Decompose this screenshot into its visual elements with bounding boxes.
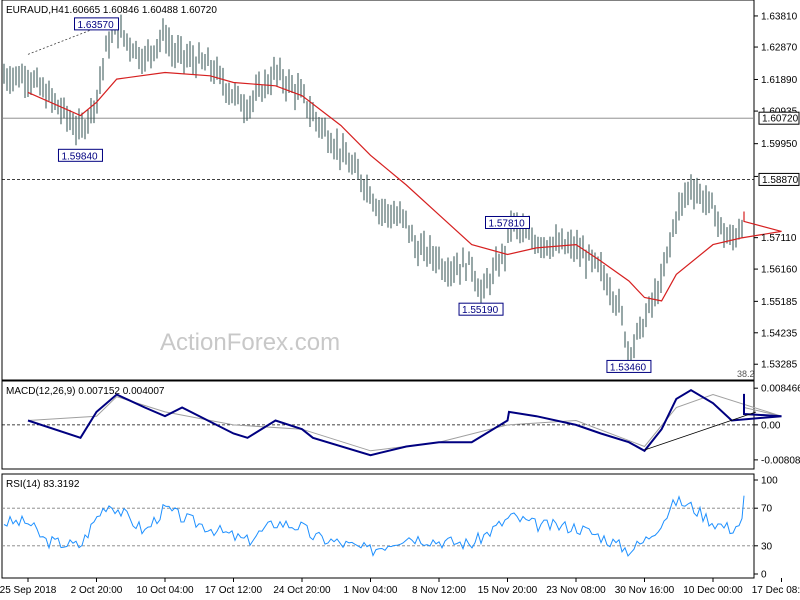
price-callout-text: 1.63570 bbox=[78, 20, 115, 31]
time-axis-label: 10 Dec 00:00 bbox=[683, 585, 743, 596]
macd-panel: MACD(12,26,9) 0.007152 0.004007 0.008466… bbox=[1, 380, 800, 470]
price-callout-box bbox=[606, 359, 652, 373]
rsi-axis-label: 0 bbox=[761, 570, 767, 581]
price-axis-label: 1.59950 bbox=[761, 139, 798, 150]
price-axis-label: 1.53285 bbox=[761, 360, 798, 371]
time-axis-label: 23 Nov 08:00 bbox=[546, 585, 606, 596]
price-callout-box bbox=[485, 215, 530, 229]
price-callout: 1.57810 bbox=[485, 215, 530, 229]
macd-series-layer bbox=[2, 389, 782, 457]
level-marker-box bbox=[758, 172, 800, 186]
fib-level-label: 38.2 bbox=[737, 369, 755, 379]
price-axis-label: 1.61890 bbox=[761, 75, 798, 86]
price-callout-text: 1.57810 bbox=[489, 218, 526, 229]
price-axis-label: 1.62870 bbox=[761, 43, 798, 54]
macd-support-trendline bbox=[644, 411, 757, 451]
moving-average-line bbox=[27, 71, 782, 302]
rsi-panel: RSI(14) 83.3192 100 70 30 0 bbox=[1, 473, 778, 581]
rsi-line bbox=[3, 495, 745, 557]
time-axis-label: 17 Oct 12:00 bbox=[205, 585, 263, 596]
time-axis-label: 2 Oct 20:00 bbox=[71, 585, 123, 596]
rsi-axis-label: 30 bbox=[761, 541, 773, 552]
price-callout: 1.55190 bbox=[458, 302, 504, 316]
macd-main-line bbox=[27, 389, 782, 457]
rsi-series-layer bbox=[2, 495, 754, 557]
price-series-layer: 1.63570 1.59840 1.57810 1.55190 1.53460 38.2 bbox=[2, 14, 782, 379]
chart-title: EURAUD,H4 bbox=[6, 5, 64, 16]
price-callout-text: 1.59840 bbox=[61, 151, 98, 162]
rsi-label: RSI(14) 83.3192 bbox=[6, 479, 80, 490]
time-axis-label: 10 Oct 04:00 bbox=[136, 585, 194, 596]
last-price-marker-box bbox=[758, 111, 800, 125]
rsi-axis-label: 100 bbox=[761, 476, 778, 487]
watermark: ActionForex.com bbox=[160, 329, 340, 356]
macd-axis: 0.008466 0.00 -0.008088 bbox=[754, 384, 800, 466]
time-axis-label: 17 Dec 08:00 bbox=[752, 585, 800, 596]
price-axis-label: 1.63810 bbox=[761, 11, 798, 22]
price-callout-text: 1.55190 bbox=[462, 305, 499, 316]
time-axis-label: 8 Nov 12:00 bbox=[412, 585, 466, 596]
price-axis: 1.638101.628701.618901.609351.599501.589… bbox=[754, 11, 800, 371]
time-axis-label: 25 Sep 2018 bbox=[0, 585, 57, 596]
macd-axis-label: 0.008466 bbox=[761, 384, 800, 395]
price-callout-box bbox=[57, 148, 103, 162]
price-callout-text: 1.53460 bbox=[610, 362, 647, 373]
macd-axis-label: -0.008088 bbox=[761, 455, 800, 466]
macd-axis-label: 0.00 bbox=[761, 420, 781, 431]
rsi-panel-frame bbox=[1, 473, 755, 579]
price-axis-label: 1.55185 bbox=[761, 297, 798, 308]
level-marker-text: 1.58870 bbox=[762, 175, 799, 186]
rsi-axis-label: 70 bbox=[761, 504, 773, 515]
time-axis-label: 30 Nov 16:00 bbox=[615, 585, 675, 596]
price-callout-box bbox=[458, 302, 504, 316]
rsi-axis: 100 70 30 0 bbox=[754, 476, 778, 581]
ohlc-bars bbox=[3, 14, 743, 372]
price-axis-label: 1.54235 bbox=[761, 328, 798, 339]
price-callout: 1.63570 bbox=[74, 17, 119, 31]
price-callout: 1.59840 bbox=[57, 148, 103, 162]
price-panel: EURAUD,H4 1.60665 1.60846 1.60488 1.6072… bbox=[1, 0, 800, 381]
price-axis-label: 1.56160 bbox=[761, 265, 798, 276]
price-panel-frame bbox=[1, 0, 755, 381]
ohlc-readout: 1.60665 1.60846 1.60488 1.60720 bbox=[64, 5, 217, 16]
time-axis-label: 24 Oct 20:00 bbox=[273, 585, 331, 596]
time-axis-label: 1 Nov 04:00 bbox=[344, 585, 398, 596]
last-price-marker-text: 1.60720 bbox=[762, 114, 799, 125]
price-axis-label: 1.57110 bbox=[761, 233, 797, 244]
price-callout-box bbox=[74, 17, 119, 31]
time-axis-label: 15 Nov 20:00 bbox=[478, 585, 538, 596]
resistance-trendline bbox=[27, 27, 97, 55]
price-callout: 1.53460 bbox=[606, 359, 652, 373]
time-axis: 25 Sep 2018 2 Oct 20:00 10 Oct 04:00 17 Oct… bbox=[0, 578, 800, 596]
macd-label: MACD(12,26,9) 0.007152 0.004007 bbox=[6, 386, 165, 397]
